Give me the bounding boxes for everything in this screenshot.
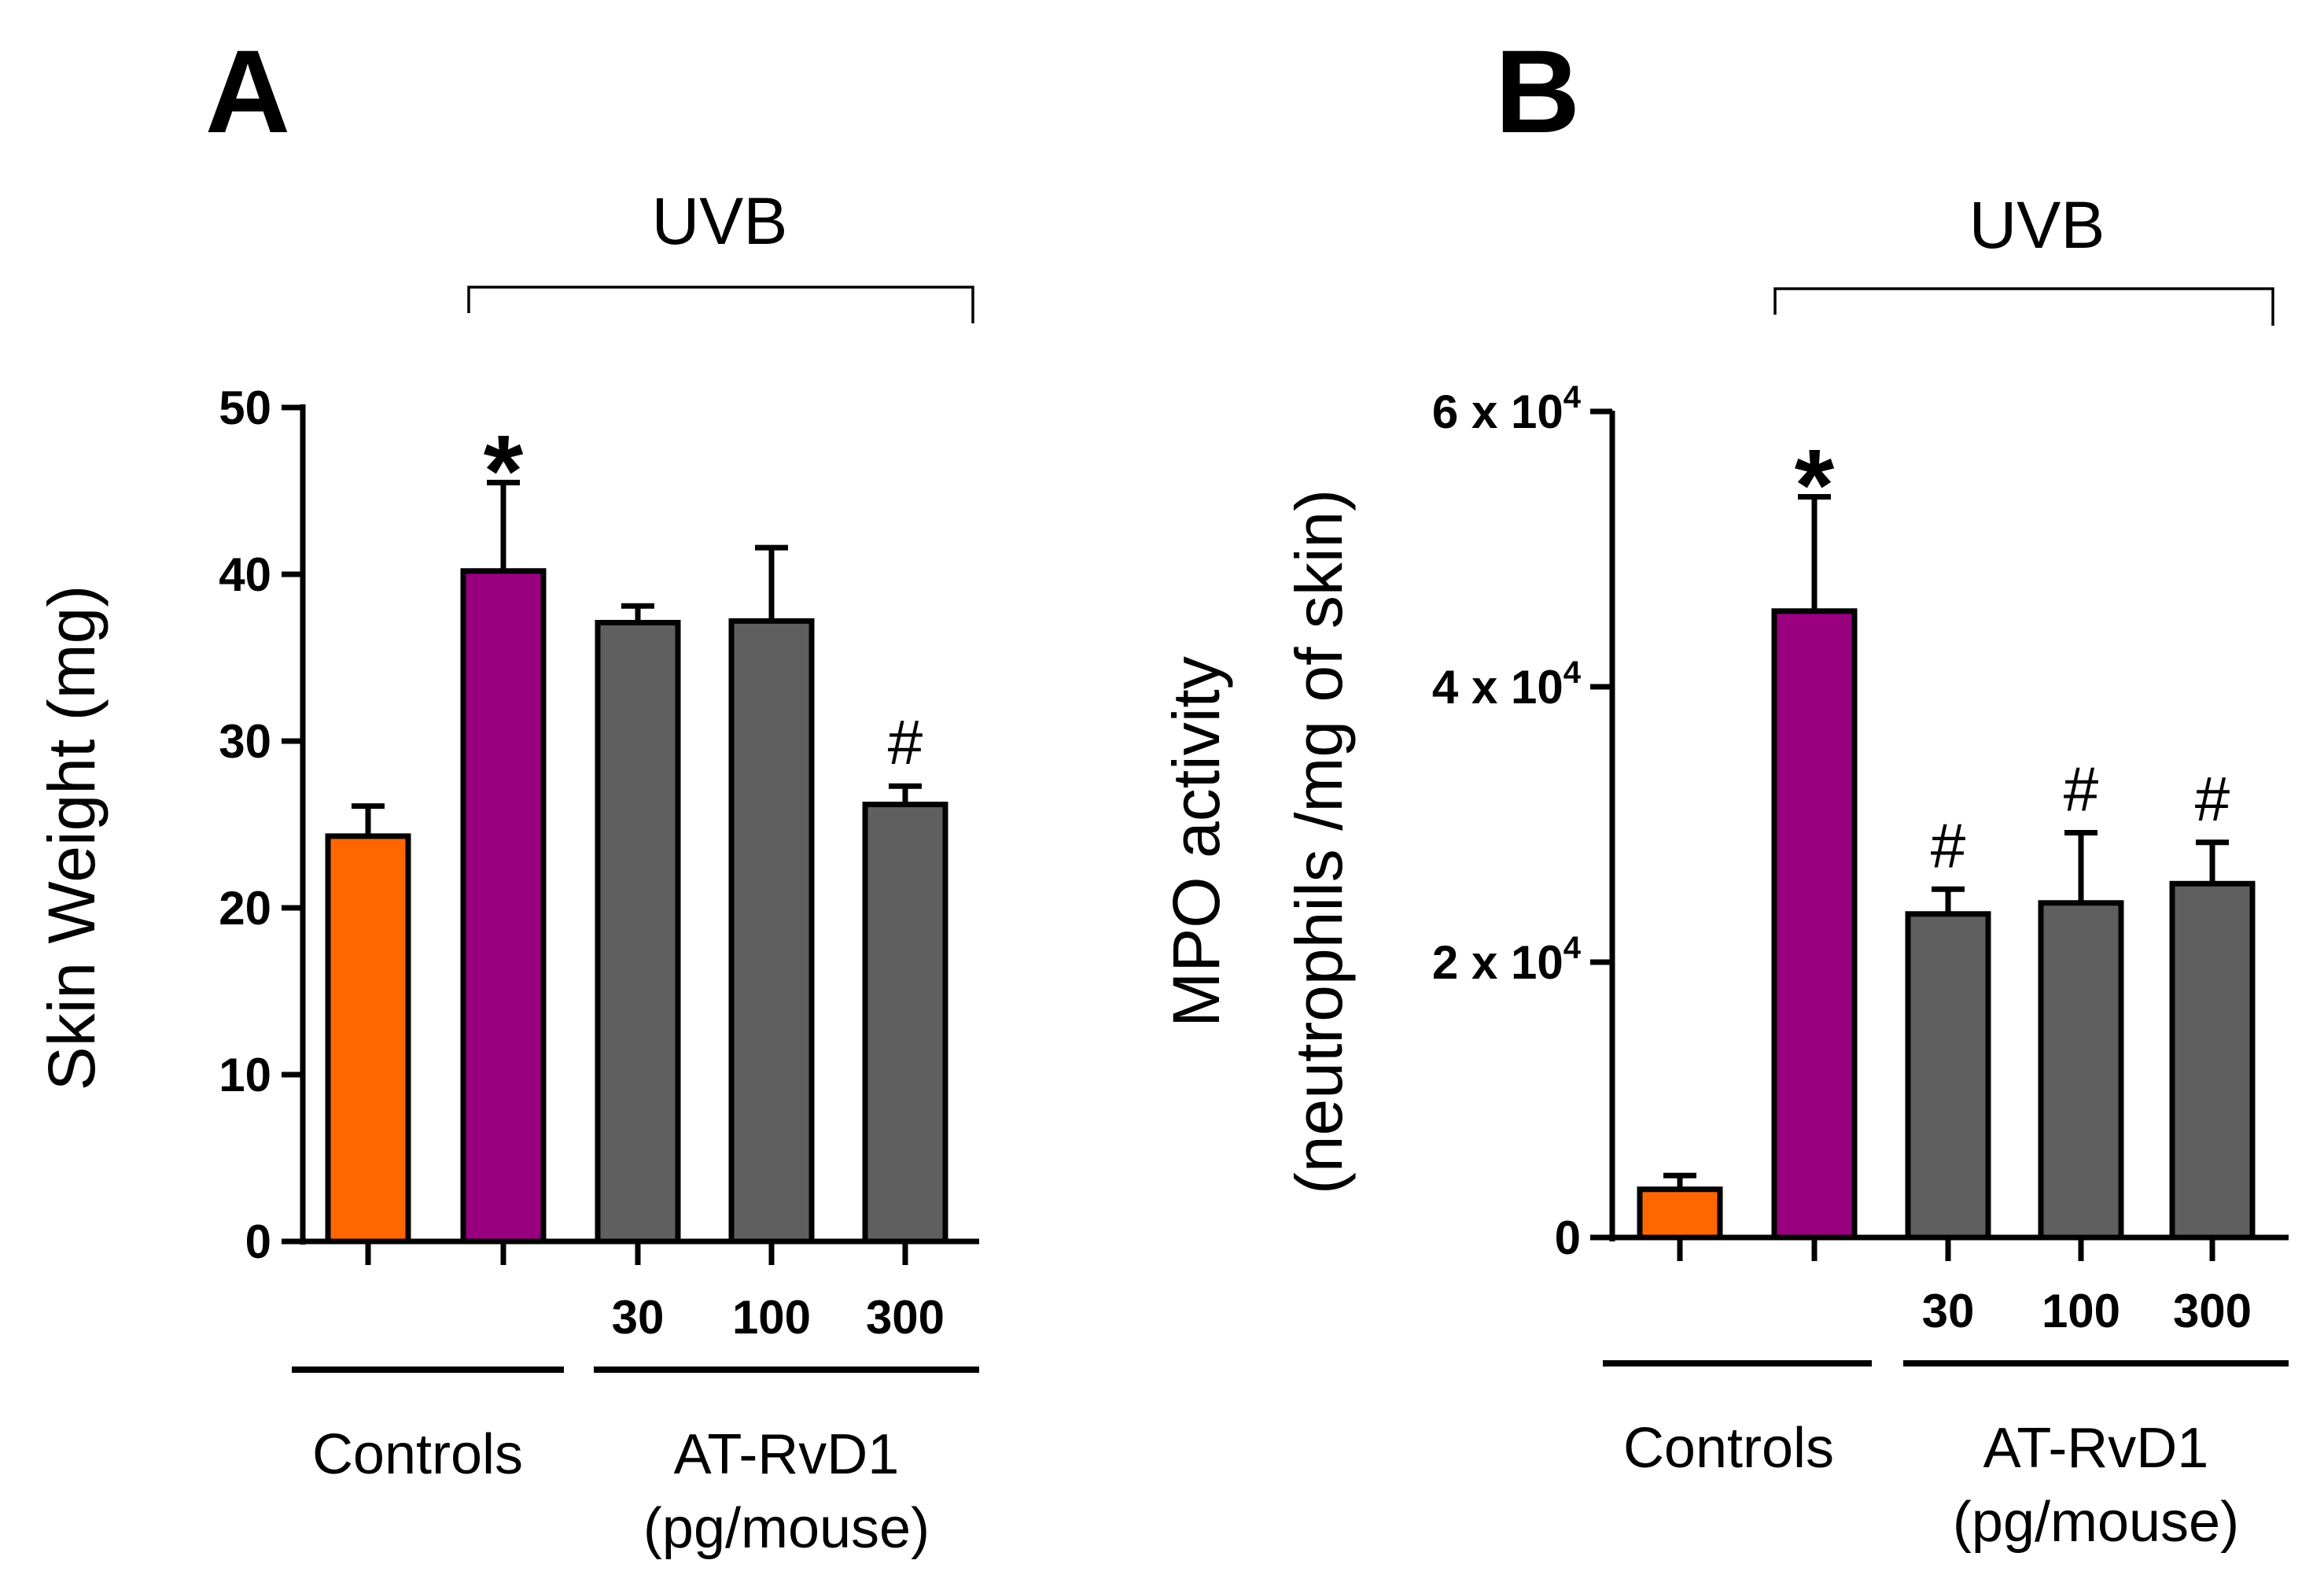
panel-a-atrvd1-unit-label: (pg/mouse): [643, 1497, 930, 1560]
panel-a-category-label: 30: [612, 1291, 665, 1344]
panel-b-y-tick-label: 4 x 104: [1432, 655, 1582, 714]
panel-a-significance-hash: #: [888, 707, 923, 777]
panel-b-bar: [2169, 880, 2256, 1241]
panel-a-category-label: 100: [732, 1291, 811, 1344]
panel-a: A Skin Weight (mg) 0 10 20 30 40 50 * 30 100 300…: [35, 25, 979, 1560]
panel-a-controls-label: Controls: [312, 1423, 523, 1486]
panel-a-y-axis-label: Skin Weight (mg): [35, 585, 109, 1091]
panel-b-y-axis-label-line2: (neutrophils /mg of skin): [1282, 489, 1356, 1194]
panel-a-bars: * 30 100 300 #: [325, 413, 948, 1344]
panel-b-y-tick-label: 2 x 104: [1432, 931, 1582, 989]
panel-b-category-label: 30: [1922, 1285, 1975, 1337]
panel-a-bar: [862, 802, 948, 1245]
panel-a-uvb-label: UVB: [652, 184, 788, 258]
panel-a-letter: A: [205, 25, 290, 157]
panel-a-y-tick-label: 0: [245, 1215, 271, 1268]
panel-a-atrvd1-label: AT-RvD1: [674, 1423, 900, 1486]
panel-b-y-ticks: 0 2 x 104 4 x 104 6 x 104: [1432, 380, 1612, 1264]
panel-b-significance-hash: #: [2195, 764, 2230, 834]
panel-a-bar: [728, 618, 815, 1245]
panel-a-y-ticks: 0 10 20 30 40 50: [219, 382, 303, 1268]
panel-b-significance-hash: #: [1931, 810, 1966, 880]
panel-a-significance-star: *: [484, 413, 524, 528]
panel-b-letter: B: [1495, 25, 1580, 157]
panel-b-controls-label: Controls: [1623, 1417, 1834, 1480]
panel-b: B MPO activity (neutrophils /mg of skin)…: [1159, 25, 2289, 1554]
panel-b-uvb-label: UVB: [1969, 188, 2105, 262]
panel-b-bar: [2038, 900, 2124, 1241]
panel-b-bars: * 30 #100 #300 #: [1637, 428, 2256, 1337]
panel-a-y-tick-label: 40: [219, 548, 271, 601]
panel-b-significance-hash: #: [2064, 754, 2099, 824]
panel-b-bar: [1637, 1186, 1723, 1241]
panel-b-atrvd1-label: AT-RvD1: [1983, 1417, 2209, 1480]
panel-a-y-tick-label: 10: [219, 1049, 271, 1101]
panel-a-y-tick-label: 20: [219, 882, 271, 935]
panel-a-y-tick-label: 50: [219, 382, 271, 434]
panel-a-uvb-bracket: [467, 286, 974, 323]
panel-b-uvb-bracket: [1773, 287, 2274, 326]
panel-b-bar: [1905, 911, 1991, 1241]
panel-a-category-label: 300: [866, 1291, 945, 1344]
panel-a-y-tick-label: 30: [219, 715, 271, 768]
panel-b-category-label: 300: [2173, 1285, 2252, 1337]
panel-b-y-tick-label: 6 x 104: [1432, 380, 1582, 438]
panel-b-atrvd1-unit-label: (pg/mouse): [1953, 1491, 2239, 1554]
panel-b-y-axis-label-line1: MPO activity: [1159, 656, 1233, 1027]
panel-a-bar: [325, 833, 411, 1245]
panel-b-bar: [1771, 608, 1858, 1241]
panel-a-bar: [460, 568, 547, 1245]
panel-a-bar: [595, 619, 681, 1245]
panel-b-category-label: 100: [2042, 1285, 2120, 1337]
panel-b-significance-star: *: [1795, 428, 1835, 543]
panel-b-y-tick-label: 0: [1555, 1212, 1581, 1264]
